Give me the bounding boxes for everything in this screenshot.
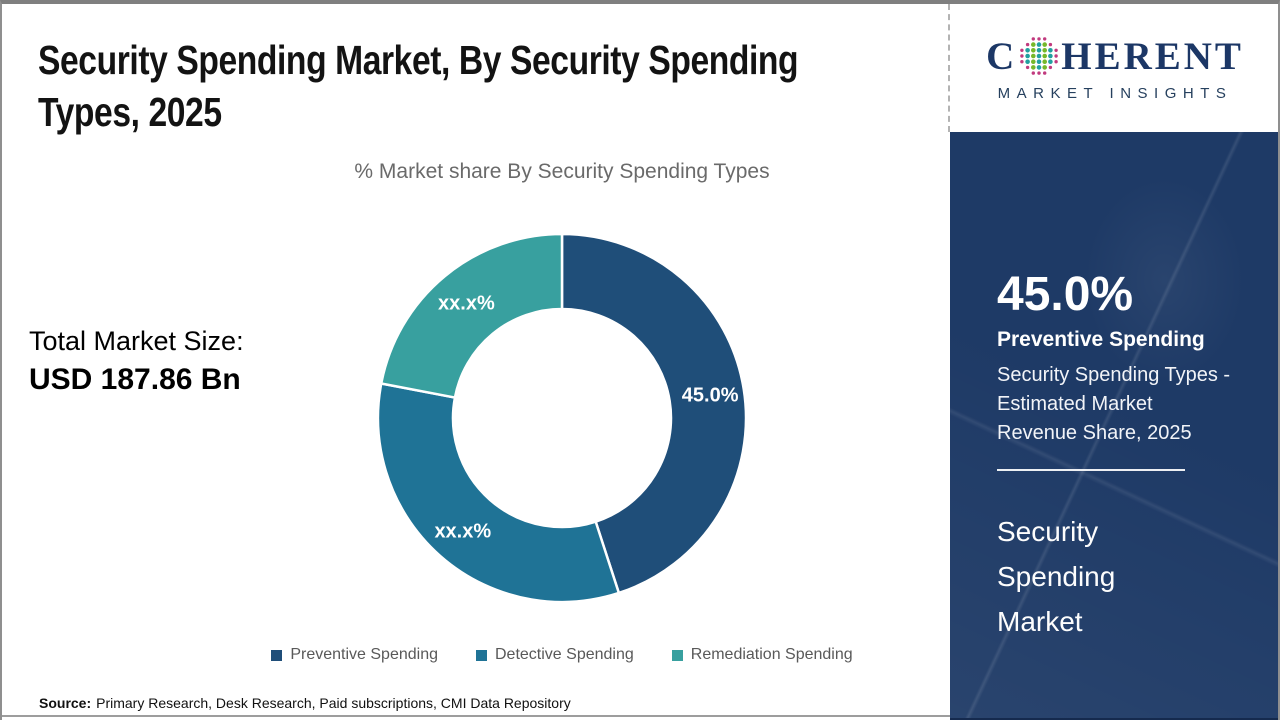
globe-dot xyxy=(1054,53,1059,58)
globe-dot xyxy=(1037,70,1041,75)
globe-dot xyxy=(1042,47,1048,53)
logo-word-end: HERENT xyxy=(1061,35,1244,78)
globe-dot xyxy=(1036,58,1042,64)
slice-value-label: 45.0% xyxy=(682,385,739,407)
globe-dot xyxy=(1031,53,1036,58)
page-title: Security Spending Market, By Security Sp… xyxy=(38,34,924,138)
page-title-line1: Security Spending Market, By Security Sp… xyxy=(38,37,799,83)
legend-item-remediation-spending: Remediation Spending xyxy=(671,646,853,664)
highlight-description-line1: Security Spending Types - xyxy=(997,364,1231,387)
donut-slice-remediation-spending xyxy=(379,232,564,400)
globe-dot xyxy=(1020,48,1024,52)
report-name: Security Spending Market xyxy=(997,509,1250,644)
slice-value-label: xx.x% xyxy=(434,521,491,543)
legend-label: Preventive Spending xyxy=(290,646,438,663)
donut-chart-svg: 45.0% xx.x% xx.x% xyxy=(376,232,748,604)
source-text: Primary Research, Desk Research, Paid su… xyxy=(96,695,571,711)
legend-swatch-icon xyxy=(271,649,283,661)
highlight-description: Security Spending Types - Estimated Mark… xyxy=(997,361,1250,448)
globe-dot xyxy=(1043,70,1047,75)
bottom-divider-line xyxy=(2,715,950,717)
donut-slice-preventive-spending xyxy=(560,232,748,595)
logo-word-start: C xyxy=(986,35,1018,78)
globe-dot xyxy=(1048,53,1053,58)
globe-dot xyxy=(1025,53,1031,58)
globe-dot xyxy=(1042,41,1048,47)
dashed-divider-line xyxy=(948,4,950,132)
globe-dot xyxy=(1026,65,1030,69)
chart-legend: Preventive Spending Detective Spending Rem… xyxy=(162,646,962,664)
page-title-line2: Types, 2025 xyxy=(38,89,222,135)
total-market-size-block: Total Market Size: USD 187.86 Bn xyxy=(29,326,244,397)
source-line: Source: Primary Research, Desk Research, … xyxy=(39,695,571,711)
globe-dot xyxy=(1036,41,1042,47)
legend-label: Detective Spending xyxy=(495,646,634,663)
legend-swatch-icon xyxy=(476,649,487,661)
globe-dot xyxy=(1020,59,1024,63)
main-content-area: Security Spending Market, By Security Sp… xyxy=(2,4,950,720)
total-market-size-label: Total Market Size: xyxy=(29,326,244,356)
legend-swatch-icon xyxy=(671,649,683,661)
globe-dot xyxy=(1026,42,1030,46)
coherent-globe-icon xyxy=(1020,36,1059,75)
globe-dot xyxy=(1036,47,1042,53)
legend-item-detective-spending: Detective Spending xyxy=(476,646,634,664)
globe-dot xyxy=(1031,70,1036,75)
globe-dot xyxy=(1048,58,1053,64)
globe-dot xyxy=(1043,36,1047,41)
globe-dot xyxy=(1054,59,1059,63)
coherent-logo: C HERENT MARKET INSIGHTS xyxy=(950,4,1278,132)
globe-dot xyxy=(1031,36,1036,41)
report-name-line3: Market xyxy=(997,606,1083,638)
donut-chart: 45.0% xx.x% xx.x% xyxy=(360,216,764,620)
globe-dot xyxy=(1048,42,1053,46)
source-label: Source: xyxy=(39,695,92,711)
report-name-line2: Spending xyxy=(997,561,1116,593)
globe-dot xyxy=(1042,64,1048,70)
globe-dot xyxy=(1020,53,1024,58)
total-market-size-value: USD 187.86 Bn xyxy=(29,363,241,396)
globe-dot xyxy=(1031,58,1036,64)
legend-item-preventive-spending: Preventive Spending xyxy=(271,646,438,664)
highlight-value: 45.0% xyxy=(997,268,1134,321)
globe-dot xyxy=(1025,47,1031,53)
globe-dot xyxy=(1036,64,1042,70)
logo-subtitle: MARKET INSIGHTS xyxy=(997,84,1233,102)
globe-dot xyxy=(1031,41,1036,47)
highlight-description-line2: Estimated Market xyxy=(997,393,1153,416)
slice-value-label: xx.x% xyxy=(438,292,495,314)
donut-slice-detective-spending xyxy=(376,382,621,604)
logo-wordmark: C HERENT xyxy=(986,35,1244,79)
legend-label: Remediation Spending xyxy=(690,646,853,663)
chart-subtitle: % Market share By Security Spending Type… xyxy=(354,160,770,183)
highlight-description-line3: Revenue Share, 2025 xyxy=(997,422,1192,445)
sidebar-content: 45.0% Preventive Spending Security Spend… xyxy=(950,132,1278,644)
sidebar-bottom-strip xyxy=(950,718,1278,720)
highlight-segment-name: Preventive Spending xyxy=(997,328,1205,352)
globe-dot xyxy=(1042,58,1048,64)
globe-dot xyxy=(1048,65,1053,69)
globe-dot xyxy=(1031,64,1036,70)
globe-dot xyxy=(1036,53,1042,58)
globe-dot xyxy=(1042,53,1048,58)
globe-dot xyxy=(1025,58,1031,64)
globe-dot xyxy=(1048,47,1053,53)
globe-dot xyxy=(1031,47,1036,53)
report-name-line1: Security xyxy=(997,516,1099,548)
globe-dot xyxy=(1054,48,1059,52)
globe-dot xyxy=(1037,36,1041,41)
highlight-sidebar: 45.0% Preventive Spending Security Spend… xyxy=(950,132,1278,720)
sidebar-divider-line xyxy=(997,469,1185,472)
